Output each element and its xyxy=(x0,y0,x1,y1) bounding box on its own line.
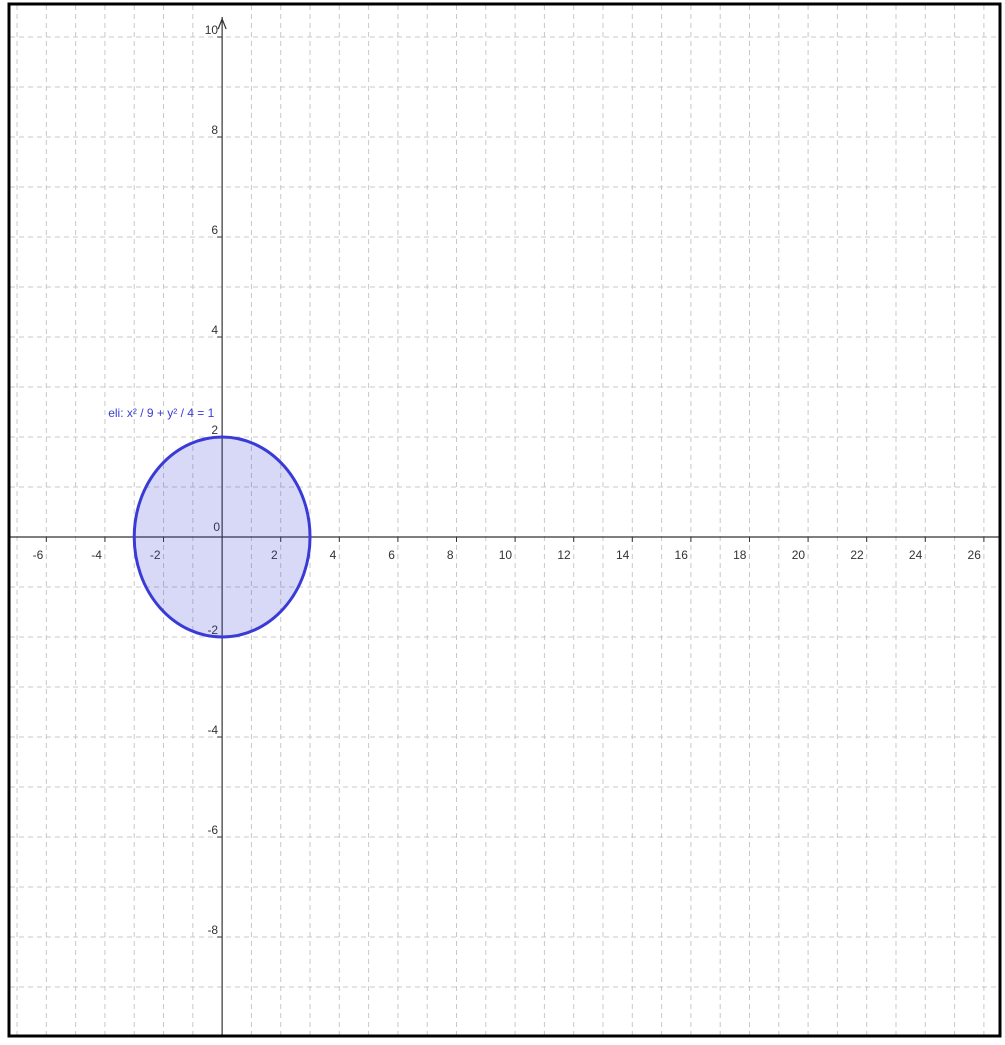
x-tick-label: 8 xyxy=(447,548,454,562)
y-tick-label: -4 xyxy=(207,723,218,737)
y-tick-label: 4 xyxy=(211,323,218,337)
x-tick-label: -6 xyxy=(33,548,44,562)
x-tick-label: -2 xyxy=(150,548,161,562)
x-tick-label: 4 xyxy=(330,548,337,562)
y-tick-label: 8 xyxy=(211,123,218,137)
x-tick-label: 10 xyxy=(499,548,513,562)
y-tick-label: -8 xyxy=(207,923,218,937)
y-axis-arrow xyxy=(217,17,227,30)
ellipse xyxy=(132,435,312,639)
x-tick-label: 20 xyxy=(792,548,806,562)
x-tick-label: 2 xyxy=(271,548,278,562)
y-tick-label: -6 xyxy=(207,823,218,837)
y-tick-label: -2 xyxy=(207,623,218,637)
y-tick-label: 2 xyxy=(211,423,218,437)
origin-label: 0 xyxy=(213,520,220,534)
x-tick-label: -4 xyxy=(91,548,102,562)
x-tick-label: 26 xyxy=(968,548,982,562)
x-tick-label: 6 xyxy=(388,548,395,562)
frame xyxy=(7,2,1002,1038)
x-tick-label: 12 xyxy=(557,548,571,562)
x-tick-label: 16 xyxy=(675,548,689,562)
y-tick-label: 6 xyxy=(211,223,218,237)
x-tick-label: 24 xyxy=(909,548,923,562)
y-tick-label: 10 xyxy=(205,23,219,37)
x-tick-label: 18 xyxy=(733,548,747,562)
plot-area: -6 -4 -202 4 6 8 10 12 14 16 18 20 22 24 26-8-6-4-2246… xyxy=(10,5,1000,1035)
x-tick-label: 22 xyxy=(850,548,864,562)
ellipse-label: eli: x² / 9 + y² / 4 = 1 xyxy=(108,406,214,420)
x-tick-label: 14 xyxy=(616,548,630,562)
